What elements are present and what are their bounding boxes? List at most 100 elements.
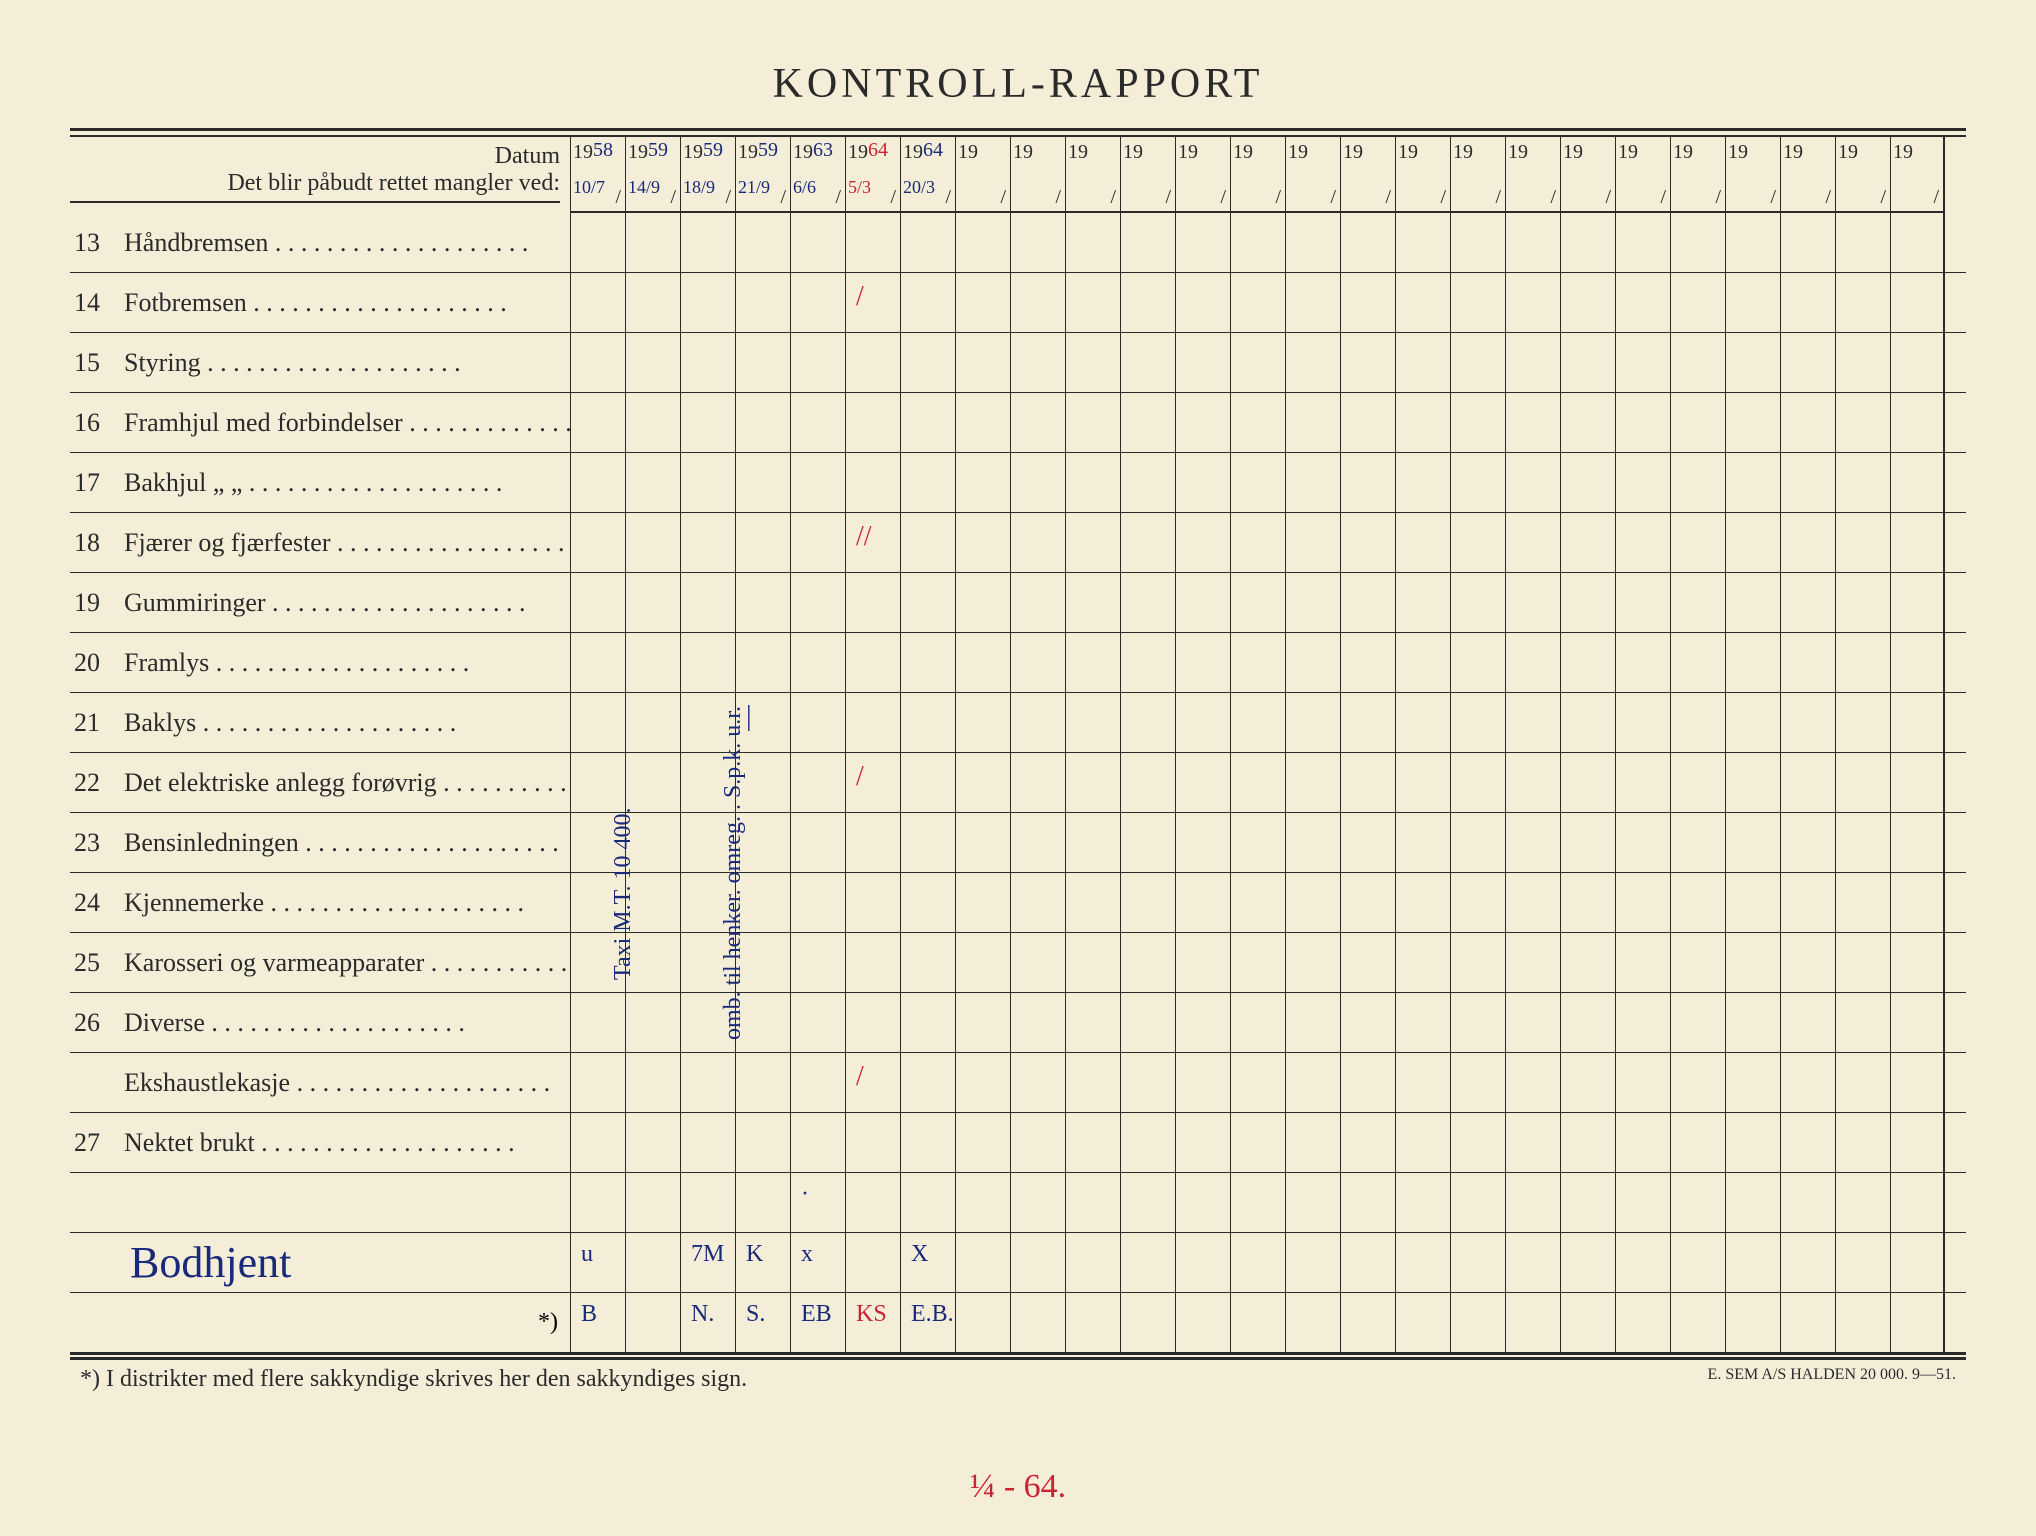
grid-cell xyxy=(1835,873,1890,932)
grid-cell xyxy=(570,1113,625,1172)
grid-cell xyxy=(1065,573,1120,632)
grid-cell xyxy=(1505,1233,1560,1292)
grid-cell xyxy=(900,633,955,692)
top-rule xyxy=(70,128,1966,131)
grid-cell xyxy=(955,393,1010,452)
grid-cell xyxy=(1010,573,1065,632)
grid-cell xyxy=(1670,753,1725,812)
grid-cell xyxy=(1230,633,1285,692)
grid-cell xyxy=(1670,933,1725,992)
grid-cell xyxy=(955,213,1010,272)
grid-cell xyxy=(1670,1293,1725,1352)
grid-cell xyxy=(1395,1173,1450,1232)
grid-cell xyxy=(1560,513,1615,572)
year-column: 19/ xyxy=(1450,137,1505,213)
grid-cell xyxy=(1065,1293,1120,1352)
grid-cell xyxy=(1780,393,1835,452)
footer-row: *)BN.S.EBKSE.B. xyxy=(70,1293,1966,1353)
grid-cell xyxy=(1835,393,1890,452)
year-column: 19/ xyxy=(1890,137,1945,213)
grid-cell xyxy=(1285,1113,1340,1172)
grid-cell xyxy=(1175,453,1230,512)
grid-cell xyxy=(1340,813,1395,872)
grid-cell xyxy=(1010,1053,1065,1112)
grid-cell xyxy=(1890,273,1945,332)
grid-cell xyxy=(1450,453,1505,512)
grid-cell xyxy=(1560,333,1615,392)
grid-cell xyxy=(1340,753,1395,812)
grid-cell xyxy=(1725,873,1780,932)
grid-cell xyxy=(1285,813,1340,872)
grid-cell xyxy=(1780,333,1835,392)
grid-cell xyxy=(1395,933,1450,992)
grid-cell xyxy=(1725,753,1780,812)
grid-cell xyxy=(1120,393,1175,452)
grid-cell xyxy=(1010,873,1065,932)
grid-cell xyxy=(625,1053,680,1112)
table-row: 26Diverse . . . . . . . . . . . . . . . … xyxy=(70,993,1966,1053)
grid-cell xyxy=(1450,513,1505,572)
grid-cell: 7M xyxy=(680,1233,735,1292)
grid-cell xyxy=(1505,1053,1560,1112)
table-row: 16Framhjul med forbindelser . . . . . . … xyxy=(70,393,1966,453)
grid-cell xyxy=(1010,1173,1065,1232)
grid-cell xyxy=(680,393,735,452)
row-label-text: Ekshaustlekasje . . . . . . . . . . . . … xyxy=(124,1068,570,1098)
grid-cell xyxy=(1010,753,1065,812)
grid-cell xyxy=(900,1113,955,1172)
grid-cell xyxy=(1780,1053,1835,1112)
grid-cell xyxy=(1615,1293,1670,1352)
grid-cell xyxy=(1230,1293,1285,1352)
grid-cell xyxy=(1615,873,1670,932)
grid-cell xyxy=(1615,213,1670,272)
table-row: 13Håndbremsen . . . . . . . . . . . . . … xyxy=(70,213,1966,273)
grid-cell xyxy=(1175,1293,1230,1352)
grid-cell xyxy=(1285,273,1340,332)
grid-cell: EB xyxy=(790,1293,845,1352)
vertical-handwritten-note: Taxi M.T. 10 400. xyxy=(610,807,637,980)
grid-cell xyxy=(1560,753,1615,812)
grid-cell xyxy=(1450,1053,1505,1112)
grid-cell xyxy=(1725,993,1780,1052)
grid-cell xyxy=(1670,693,1725,752)
row-label-text: Fotbremsen . . . . . . . . . . . . . . .… xyxy=(124,288,570,318)
grid-cell xyxy=(955,513,1010,572)
year-column: 1964/20/3 xyxy=(900,137,955,213)
grid-cell: / xyxy=(845,273,900,332)
grid-cell xyxy=(1175,693,1230,752)
grid-cell xyxy=(1395,393,1450,452)
grid-cell xyxy=(900,873,955,932)
grid-cell xyxy=(1450,633,1505,692)
grid-cell xyxy=(955,333,1010,392)
grid-cell xyxy=(845,933,900,992)
grid-cell xyxy=(1065,873,1120,932)
grid-cell xyxy=(1890,993,1945,1052)
grid-cell xyxy=(1890,573,1945,632)
grid-cell xyxy=(1285,333,1340,392)
grid-cell xyxy=(1175,1233,1230,1292)
grid-cell xyxy=(625,333,680,392)
row-number: 16 xyxy=(70,408,124,438)
grid-cell xyxy=(1450,1233,1505,1292)
year-column: 19/ xyxy=(1285,137,1340,213)
grid-cell xyxy=(1835,1233,1890,1292)
grid-cell xyxy=(570,393,625,452)
grid-cell xyxy=(1340,393,1395,452)
footnote-left: *) I distrikter med flere sakkyndige skr… xyxy=(80,1366,747,1393)
grid-cell xyxy=(1725,573,1780,632)
grid-cell xyxy=(900,693,955,752)
grid-cell xyxy=(790,393,845,452)
grid-cell xyxy=(1340,693,1395,752)
grid-cell xyxy=(1450,873,1505,932)
grid-cell xyxy=(1835,273,1890,332)
year-column: 19/ xyxy=(1340,137,1395,213)
header-row: Datum Det blir påbudt rettet mangler ved… xyxy=(70,135,1966,213)
grid-cell xyxy=(790,1113,845,1172)
grid-cell xyxy=(1725,393,1780,452)
grid-cell xyxy=(1285,633,1340,692)
grid-cell xyxy=(1780,273,1835,332)
year-column: 19/ xyxy=(1010,137,1065,213)
grid-cell xyxy=(1230,393,1285,452)
grid-cell xyxy=(1505,933,1560,992)
grid-cell xyxy=(1285,873,1340,932)
